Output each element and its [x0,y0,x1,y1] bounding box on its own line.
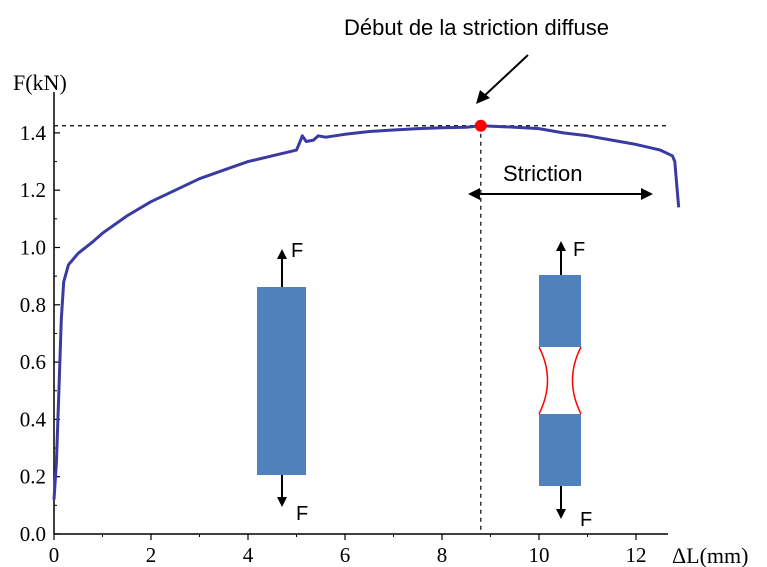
y-tick-label: 0.0 [20,522,46,546]
reference-lines [54,125,668,534]
force-label-top-2: F [573,239,585,261]
force-label-bottom: F [296,503,308,525]
y-tick-label: 1.4 [20,121,47,145]
x-tick-label: 6 [340,543,351,567]
x-tick-label: 2 [146,543,157,567]
y-tick-label: 1.0 [20,236,46,260]
axes [53,92,668,535]
y-tick-label: 0.2 [20,465,46,489]
x-tick-label: 0 [49,543,60,567]
force-displacement-curve [52,124,681,500]
x-tick-label: 10 [529,543,550,567]
specimen-body [257,287,306,475]
y-tick-label: 1.2 [20,178,46,202]
specimen-lower-part [539,414,581,486]
specimen-uniform: F F [257,240,308,525]
x-tick-label: 8 [437,543,448,567]
neck-outline-right [571,346,582,415]
series-group [52,119,681,500]
neck-outline-left [538,346,549,415]
onset-arrowhead [476,90,490,104]
y-tick-label: 0.4 [20,407,47,431]
onset-arrow-line [481,54,529,99]
x-axis-title: ΔL(mm) [672,543,748,567]
y-tick-label: 0.6 [20,350,46,374]
striction-arrowhead-right [641,188,653,200]
x-tick-label: 4 [243,543,254,567]
ticks: 0 2 4 6 8 10 12 0.0 0.2 0.4 0.6 0.8 1.0 1.2 1.4 [20,121,647,567]
force-arrowhead-down-2 [556,509,566,519]
y-tick-label: 0.8 [20,293,46,317]
specimen-necked: F F [538,239,592,531]
specimen-upper-part [539,275,581,347]
max-force-marker [474,119,487,132]
force-arrowhead-up [277,249,287,259]
force-arrowhead-up-2 [556,241,566,251]
x-tick-label: 12 [626,543,647,567]
striction-label: Striction [503,161,582,186]
force-arrowhead-down [277,497,287,507]
onset-annotation: Début de la striction diffuse [344,15,609,40]
y-axis-title: F(kN) [13,70,67,95]
force-label-bottom-2: F [580,509,592,531]
striction-arrowhead-left [468,188,480,200]
force-label-top: F [291,240,303,262]
